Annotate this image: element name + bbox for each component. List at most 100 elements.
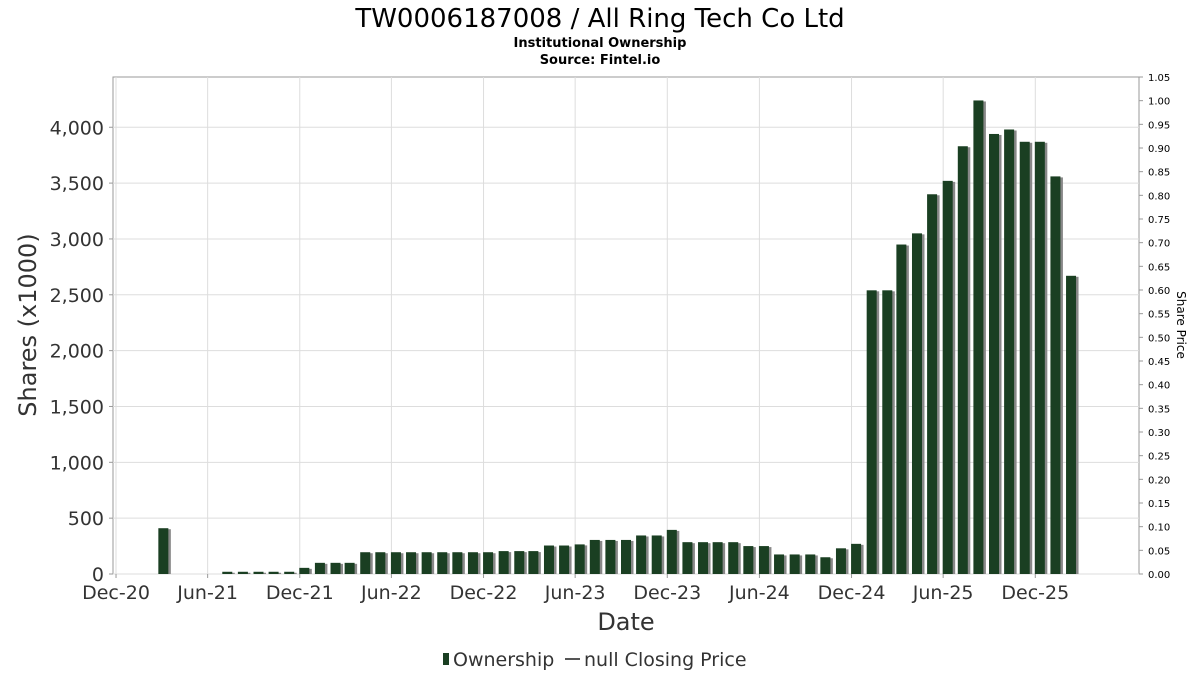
ownership-bar: [344, 562, 355, 574]
y-right-tick-label: 0.85: [1148, 168, 1170, 179]
chart-subtitle-institutional: Institutional Ownership: [514, 36, 687, 51]
ownership-bar: [743, 546, 754, 574]
x-tick-label: Jun-22: [360, 582, 422, 604]
ownership-bar: [314, 562, 325, 574]
ownership-bar: [284, 571, 295, 574]
x-tick-label: Jun-24: [728, 582, 790, 604]
ownership-bar: [375, 552, 386, 574]
ownership-bar: [605, 539, 616, 574]
y-right-tick-label: 0.25: [1148, 452, 1170, 463]
ownership-bar: [774, 554, 785, 574]
ownership-bar: [574, 544, 585, 574]
ownership-bar: [866, 290, 877, 574]
ownership-bar: [1066, 275, 1077, 574]
ownership-bar: [330, 562, 341, 574]
y-tick-label: 3,000: [50, 229, 104, 251]
y-right-tick-label: 0.50: [1148, 333, 1170, 344]
ownership-bar: [528, 551, 539, 574]
ownership-bar: [222, 571, 233, 574]
ownership-bar: [666, 529, 677, 574]
y-tick-label: 0: [92, 564, 104, 586]
y-right-tick-label: 0.80: [1148, 191, 1170, 202]
chart-title: TW0006187008 / All Ring Tech Co Ltd: [354, 4, 844, 34]
y-right-tick-label: 0.40: [1148, 381, 1170, 392]
y-tick-label: 1,500: [50, 396, 104, 418]
ownership-bar: [589, 539, 600, 574]
ownership-bar: [543, 545, 554, 574]
ownership-bar: [467, 552, 478, 574]
y-right-tick-label: 0.00: [1148, 570, 1170, 581]
y-tick-label: 4,000: [50, 117, 104, 139]
y-tick-label: 1,000: [50, 452, 104, 474]
y-right-tick-label: 0.60: [1148, 286, 1170, 297]
y-right-tick-label: 0.70: [1148, 239, 1170, 250]
x-axis-label: Date: [597, 608, 654, 636]
ownership-bar: [712, 542, 723, 574]
ownership-bars: [158, 100, 1079, 575]
y-right-tick-label: 0.05: [1148, 546, 1170, 557]
left-axis-ticks: 0 500 1,000 1,500 2,000 2,500 3,000 3,500 4,000: [50, 117, 113, 586]
ownership-bar: [973, 100, 984, 575]
y-right-tick-label: 0.90: [1148, 144, 1170, 155]
ownership-bar: [498, 551, 509, 574]
y-right-tick-label: 0.75: [1148, 215, 1170, 226]
y-right-tick-label: 0.20: [1148, 475, 1170, 486]
ownership-bar: [957, 146, 968, 575]
x-axis-ticks: Dec-20 Jun-21 Dec-21 Jun-22 Dec-22 Jun-23 Dec-…: [82, 574, 1069, 604]
ownership-bar: [728, 542, 739, 574]
ownership-bar: [1004, 129, 1015, 575]
ownership-bar: [360, 552, 371, 574]
ownership-bar: [636, 535, 647, 574]
ownership-bar: [882, 290, 893, 574]
ownership-bar: [820, 557, 831, 574]
ownership-bar: [805, 554, 816, 574]
y-right-tick-label: 0.30: [1148, 428, 1170, 439]
ownership-bar: [158, 528, 169, 574]
x-tick-label: Jun-21: [176, 582, 238, 604]
ownership-bar: [911, 233, 922, 574]
y-right-tick-label: 0.35: [1148, 404, 1170, 415]
ownership-bar: [989, 133, 1000, 575]
ownership-bar: [421, 552, 432, 574]
ownership-bar: [437, 552, 448, 574]
y-tick-label: 2,000: [50, 341, 104, 363]
ownership-bar: [896, 244, 907, 575]
ownership-bar: [942, 180, 953, 574]
x-tick-label: Dec-23: [633, 582, 701, 604]
ownership-bar: [237, 571, 248, 574]
ownership-bar: [1050, 176, 1061, 574]
y-tick-label: 500: [68, 508, 104, 530]
ownership-bar: [682, 542, 693, 574]
ownership-bar: [299, 567, 310, 574]
x-tick-label: Dec-25: [1001, 582, 1069, 604]
legend: Ownership null Closing Price: [443, 649, 747, 671]
ownership-bar: [851, 543, 862, 574]
y-right-tick-label: 0.15: [1148, 499, 1170, 510]
x-tick-label: Dec-21: [266, 582, 334, 604]
y-axis-label: Shares (x1000): [14, 233, 42, 416]
y-right-tick-label: 0.55: [1148, 310, 1170, 321]
ownership-bar: [698, 542, 709, 574]
y-right-tick-label: 0.45: [1148, 357, 1170, 368]
ownership-bar: [835, 548, 846, 574]
chart-subtitle-source: Source: Fintel.io: [540, 53, 661, 68]
y-axis-right-label: Share Price: [1174, 291, 1188, 359]
legend-ownership-swatch: [443, 653, 449, 665]
ownership-bar: [559, 545, 570, 574]
ownership-bar: [789, 554, 800, 574]
ownership-bar: [651, 535, 662, 574]
ownership-bar: [1034, 141, 1045, 574]
ownership-bar: [483, 552, 494, 574]
y-right-tick-label: 0.10: [1148, 523, 1170, 534]
x-tick-label: Dec-22: [450, 582, 518, 604]
ownership-bar: [758, 546, 769, 574]
ownership-bar: [621, 539, 631, 574]
y-right-tick-label: 1.05: [1148, 73, 1170, 84]
y-tick-label: 2,500: [50, 285, 104, 307]
ownership-bar: [268, 571, 279, 574]
legend-ownership-label: Ownership: [453, 649, 554, 671]
y-right-tick-label: 0.95: [1148, 120, 1170, 131]
y-right-tick-label: 0.65: [1148, 262, 1170, 273]
x-tick-label: Dec-20: [82, 582, 150, 604]
